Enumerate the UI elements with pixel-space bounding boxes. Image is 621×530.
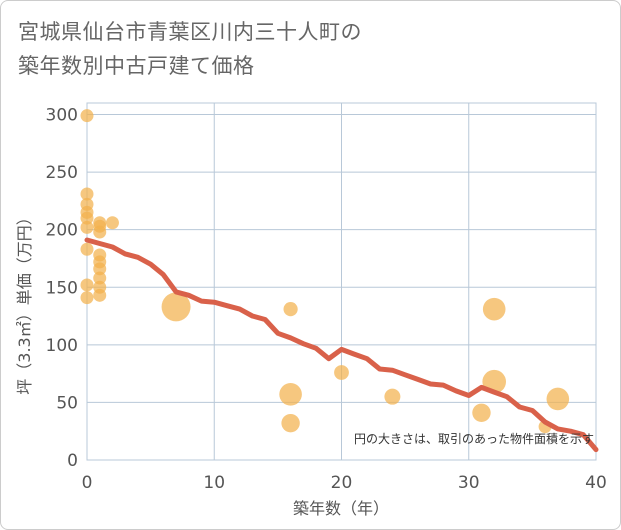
scatter-point xyxy=(93,262,107,276)
chart-title: 宮城県仙台市青葉区川内三十人町の 築年数別中古戸建て価格 xyxy=(18,15,578,83)
x-tick-label: 0 xyxy=(82,473,93,493)
chart-title-line2: 築年数別中古戸建て価格 xyxy=(18,54,255,78)
scatter-point xyxy=(80,187,94,201)
y-tick-label: 50 xyxy=(56,393,78,413)
x-tick-label: 20 xyxy=(331,473,353,493)
chart-title-line1: 宮城県仙台市青葉区川内三十人町の xyxy=(18,20,362,44)
axis-ticks: 0 10 20 30 40 0 50 100 150 200 250 300 xyxy=(46,106,607,493)
scatter-point xyxy=(80,242,94,256)
x-tick-label: 40 xyxy=(585,473,607,493)
scatter-point xyxy=(279,383,302,406)
scatter-point xyxy=(472,403,491,422)
scatter-point xyxy=(80,211,94,225)
y-tick-label: 0 xyxy=(67,451,78,471)
scatter-point xyxy=(334,365,349,380)
scatter-point xyxy=(546,387,570,411)
scatter-point xyxy=(93,288,107,302)
scatter-point xyxy=(80,278,94,292)
y-tick-label: 300 xyxy=(46,106,78,126)
y-tick-label: 100 xyxy=(46,336,78,356)
scatter-point xyxy=(161,292,191,322)
grid-lines xyxy=(86,102,597,461)
scatter-point xyxy=(105,216,119,230)
y-tick-label: 150 xyxy=(46,278,78,298)
y-tick-label: 200 xyxy=(46,221,78,241)
scatter-point xyxy=(80,291,94,305)
trend-line xyxy=(84,237,599,453)
y-axis-label: 坪（3.3㎡）単価（万円） xyxy=(15,209,34,394)
scatter-point xyxy=(482,297,506,321)
scatter-point xyxy=(80,109,94,123)
scatter-point xyxy=(281,413,300,433)
size-annotation: 円の大きさは、取引のあった物件面積を示す xyxy=(354,431,594,446)
scatter-point xyxy=(93,225,107,239)
scatter-point xyxy=(384,388,401,405)
x-tick-label: 30 xyxy=(458,473,480,493)
scatter-point xyxy=(283,302,298,317)
x-tick-label: 10 xyxy=(203,473,225,493)
y-tick-label: 250 xyxy=(46,163,78,183)
scatter-points xyxy=(80,109,570,434)
scatter-point xyxy=(93,271,107,285)
x-axis-label: 築年数（年） xyxy=(293,499,389,518)
scatter-point xyxy=(80,220,94,234)
